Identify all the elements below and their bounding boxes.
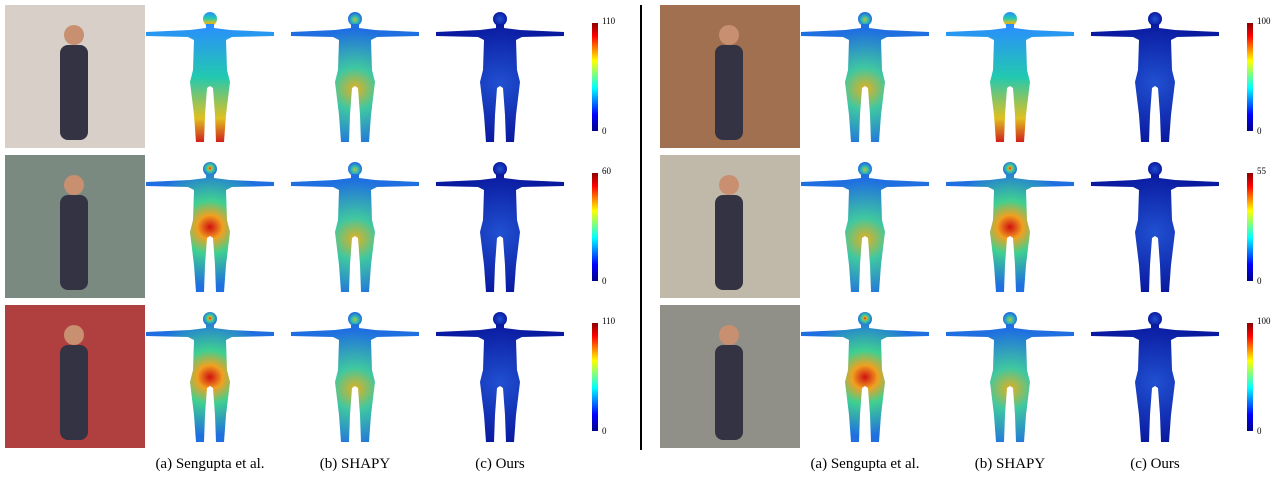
- colorbar-max: 110: [602, 316, 616, 326]
- photo-head: [719, 175, 739, 195]
- photo-figure: [715, 195, 743, 290]
- body-heatmap: [291, 312, 419, 442]
- photo-head: [719, 325, 739, 345]
- caption: (b) SHAPY: [320, 456, 391, 472]
- colorbar-min: 0: [602, 426, 607, 436]
- photo-figure: [60, 345, 88, 440]
- colorbar-min: 0: [602, 126, 607, 136]
- colorbar: [1247, 323, 1253, 431]
- body-heatmap: [436, 12, 564, 142]
- colorbar: [592, 173, 598, 281]
- colorbar-max: 100: [1257, 316, 1271, 326]
- body-heatmap: [801, 12, 929, 142]
- body-heatmap: [436, 162, 564, 292]
- body-heatmap: [1091, 312, 1219, 442]
- body-heatmap: [801, 312, 929, 442]
- caption: (a) Sengupta et al.: [810, 456, 919, 472]
- figure: 110 0 60 0 110 0 (a) Sengupta et al. (b) SHAPY (…: [0, 0, 1281, 476]
- photo-figure: [715, 45, 743, 140]
- colorbar-min: 0: [602, 276, 607, 286]
- caption: (c) Ours: [475, 456, 525, 472]
- photo-head: [719, 25, 739, 45]
- colorbar-min: 0: [1257, 426, 1262, 436]
- photo-figure: [60, 45, 88, 140]
- colorbar-max: 110: [602, 16, 616, 26]
- photo-figure: [715, 345, 743, 440]
- body-heatmap: [946, 12, 1074, 142]
- colorbar: [592, 23, 598, 131]
- caption: (a) Sengupta et al.: [155, 456, 264, 472]
- caption: (c) Ours: [1130, 456, 1180, 472]
- body-heatmap: [146, 312, 274, 442]
- body-heatmap: [1091, 162, 1219, 292]
- body-heatmap: [291, 12, 419, 142]
- body-heatmap: [946, 162, 1074, 292]
- body-heatmap: [1091, 12, 1219, 142]
- colorbar: [592, 323, 598, 431]
- colorbar-max: 100: [1257, 16, 1271, 26]
- body-heatmap: [946, 312, 1074, 442]
- colorbar-max: 55: [1257, 166, 1267, 176]
- colorbar: [1247, 23, 1253, 131]
- body-heatmap: [146, 12, 274, 142]
- photo-head: [64, 175, 84, 195]
- colorbar: [1247, 173, 1253, 281]
- body-heatmap: [436, 312, 564, 442]
- body-heatmap: [291, 162, 419, 292]
- photo-head: [64, 325, 84, 345]
- body-heatmap: [146, 162, 274, 292]
- caption: (b) SHAPY: [975, 456, 1046, 472]
- colorbar-min: 0: [1257, 276, 1262, 286]
- body-heatmap: [801, 162, 929, 292]
- photo-head: [64, 25, 84, 45]
- colorbar-max: 60: [602, 166, 612, 176]
- colorbar-min: 0: [1257, 126, 1262, 136]
- photo-figure: [60, 195, 88, 290]
